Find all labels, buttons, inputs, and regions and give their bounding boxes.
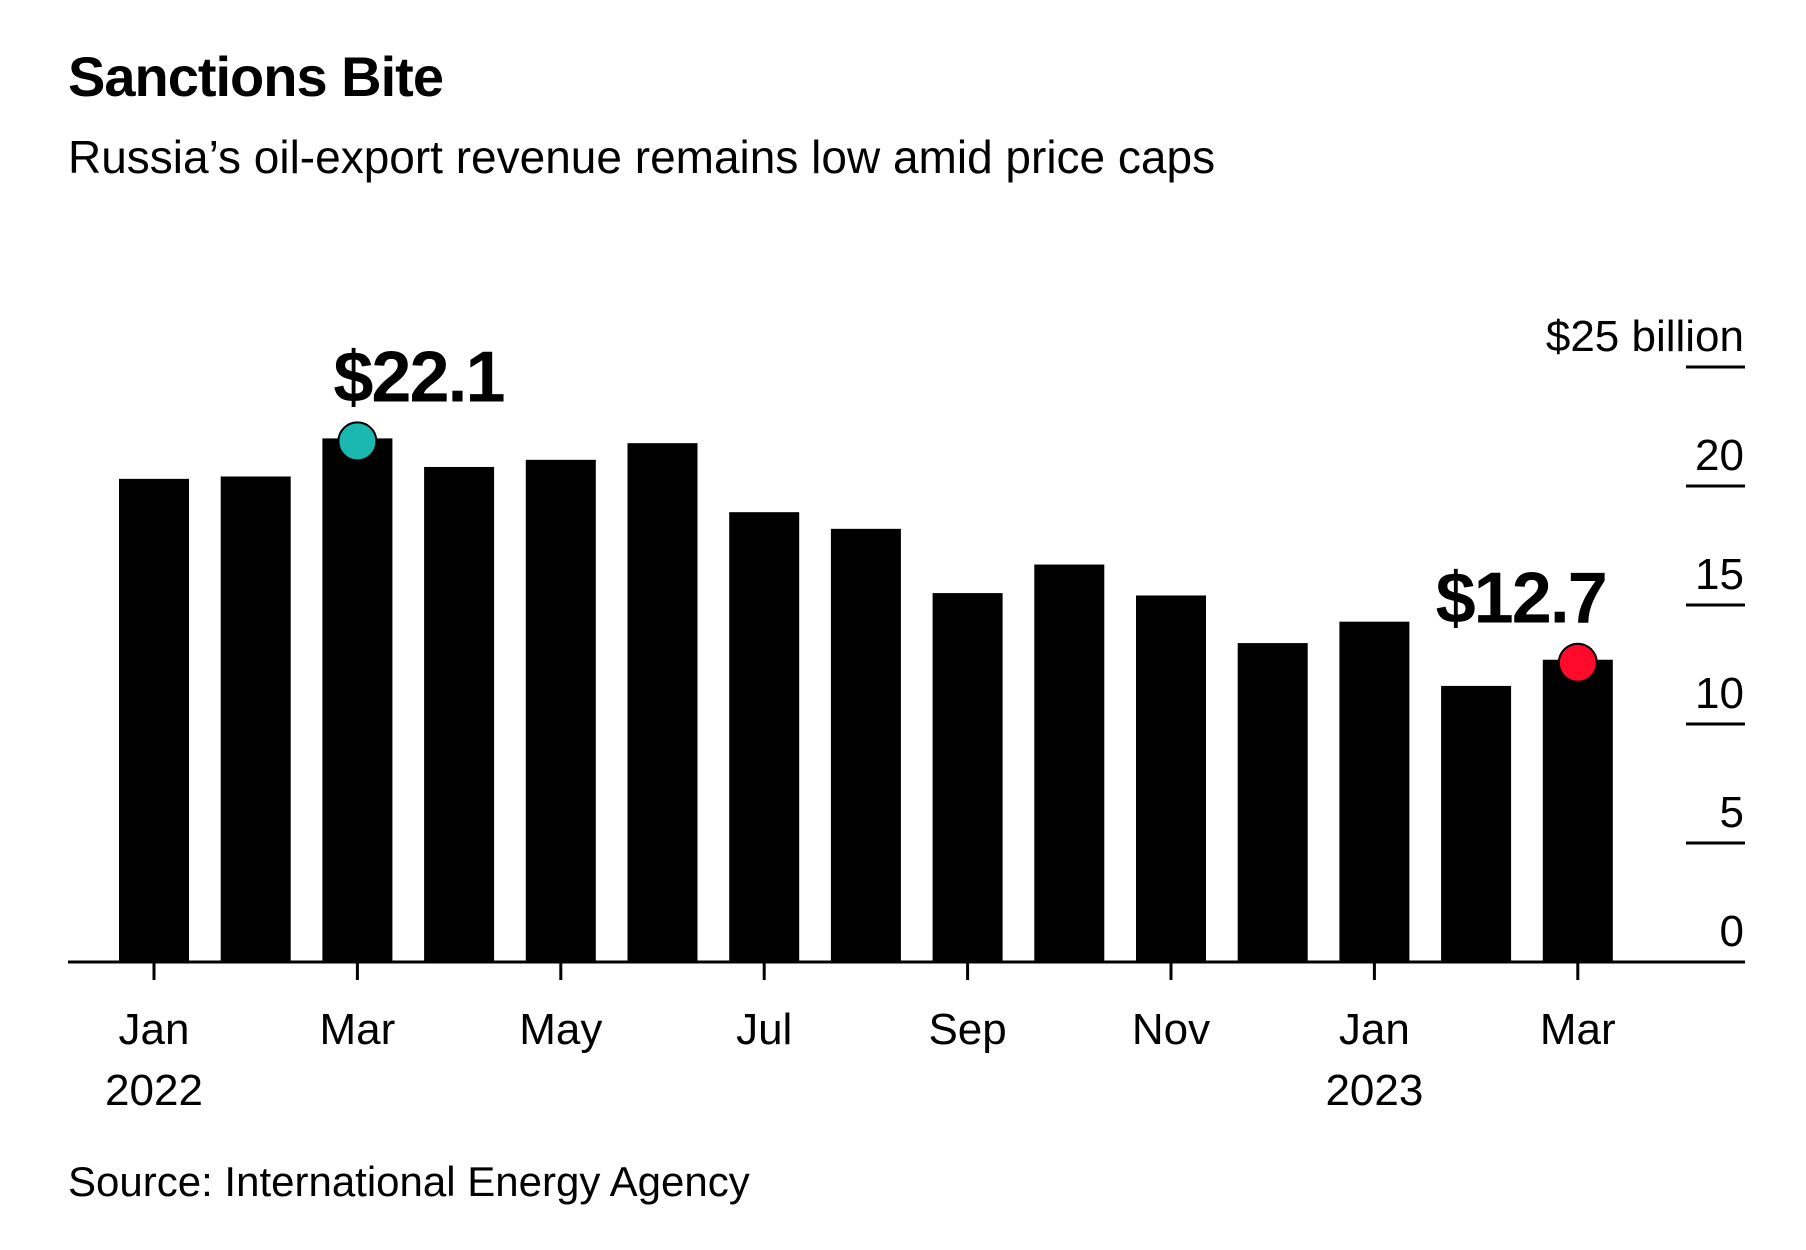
x-tick-year-0: 2022 xyxy=(105,1066,203,1115)
y-tick-label-25: $25 billion xyxy=(1546,312,1744,361)
bar-feb-2023 xyxy=(1441,685,1512,962)
x-axis: Jan 2022 Mar May Jul Sep Nov Jan 2023 Mar xyxy=(68,960,1745,1115)
bar-apr-2022 xyxy=(424,466,495,962)
x-tick-label-0: Jan xyxy=(119,1005,190,1054)
x-tick-label-12: Jan xyxy=(1339,1005,1410,1054)
x-tick-label-14: Mar xyxy=(1540,1005,1616,1054)
source-note: Source: International Energy Agency xyxy=(68,1158,750,1205)
x-tick-label-2: Mar xyxy=(320,1005,396,1054)
bars-group xyxy=(119,438,1613,962)
latest-value-label: $12.7 xyxy=(1436,559,1606,639)
bar-oct-2022 xyxy=(1034,564,1105,962)
x-tick-label-10: Nov xyxy=(1132,1005,1210,1054)
x-tick-label-8: Sep xyxy=(928,1005,1006,1054)
bar-nov-2022 xyxy=(1136,595,1206,962)
bar-jan-2022 xyxy=(119,478,189,962)
x-tick-year-12: 2023 xyxy=(1325,1066,1423,1115)
bar-sep-2022 xyxy=(932,593,1003,962)
peak-marker xyxy=(337,421,378,462)
latest-marker xyxy=(1557,642,1598,683)
x-tick-label-4: May xyxy=(519,1005,602,1054)
bar-mar-2023 xyxy=(1542,659,1613,962)
annotations: $22.1 $12.7 xyxy=(333,337,1608,683)
y-tick-label-15: 15 xyxy=(1695,550,1744,599)
bar-feb-2022 xyxy=(220,476,291,962)
x-tick-label-6: Jul xyxy=(736,1005,792,1054)
bar-mar-2022 xyxy=(322,438,393,962)
y-tick-label-10: 10 xyxy=(1695,669,1744,718)
bar-dec-2022 xyxy=(1237,643,1308,962)
bar-aug-2022 xyxy=(830,528,901,962)
y-tick-label-20: 20 xyxy=(1695,431,1744,480)
chart-subtitle: Russia’s oil-export revenue remains low … xyxy=(68,131,1216,183)
peak-value-label: $22.1 xyxy=(333,337,504,417)
y-tick-label-0: 0 xyxy=(1720,907,1744,956)
chart-title: Sanctions Bite xyxy=(68,45,444,108)
y-tick-label-5: 5 xyxy=(1720,788,1744,837)
y-axis: 0 5 10 15 20 $25 billion xyxy=(1546,312,1745,956)
bar-jan-2023 xyxy=(1339,621,1410,962)
bar-jul-2022 xyxy=(729,512,800,962)
bar-jun-2022 xyxy=(627,443,698,962)
bar-may-2022 xyxy=(525,459,596,962)
